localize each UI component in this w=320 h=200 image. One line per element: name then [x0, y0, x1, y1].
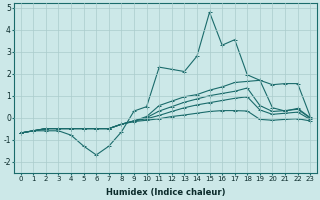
X-axis label: Humidex (Indice chaleur): Humidex (Indice chaleur) [106, 188, 225, 197]
